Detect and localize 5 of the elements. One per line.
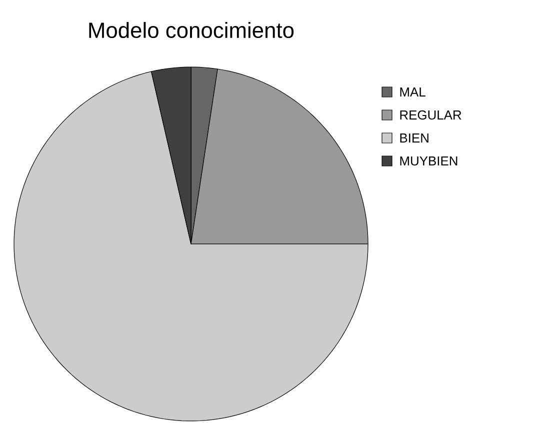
legend-label: MAL bbox=[400, 88, 426, 96]
legend-label: BIEN bbox=[400, 134, 428, 142]
legend-label: MUYBIEN bbox=[400, 156, 458, 166]
chart-title: Modelo conocimiento bbox=[89, 22, 294, 38]
legend-label: REGULAR bbox=[400, 110, 462, 120]
